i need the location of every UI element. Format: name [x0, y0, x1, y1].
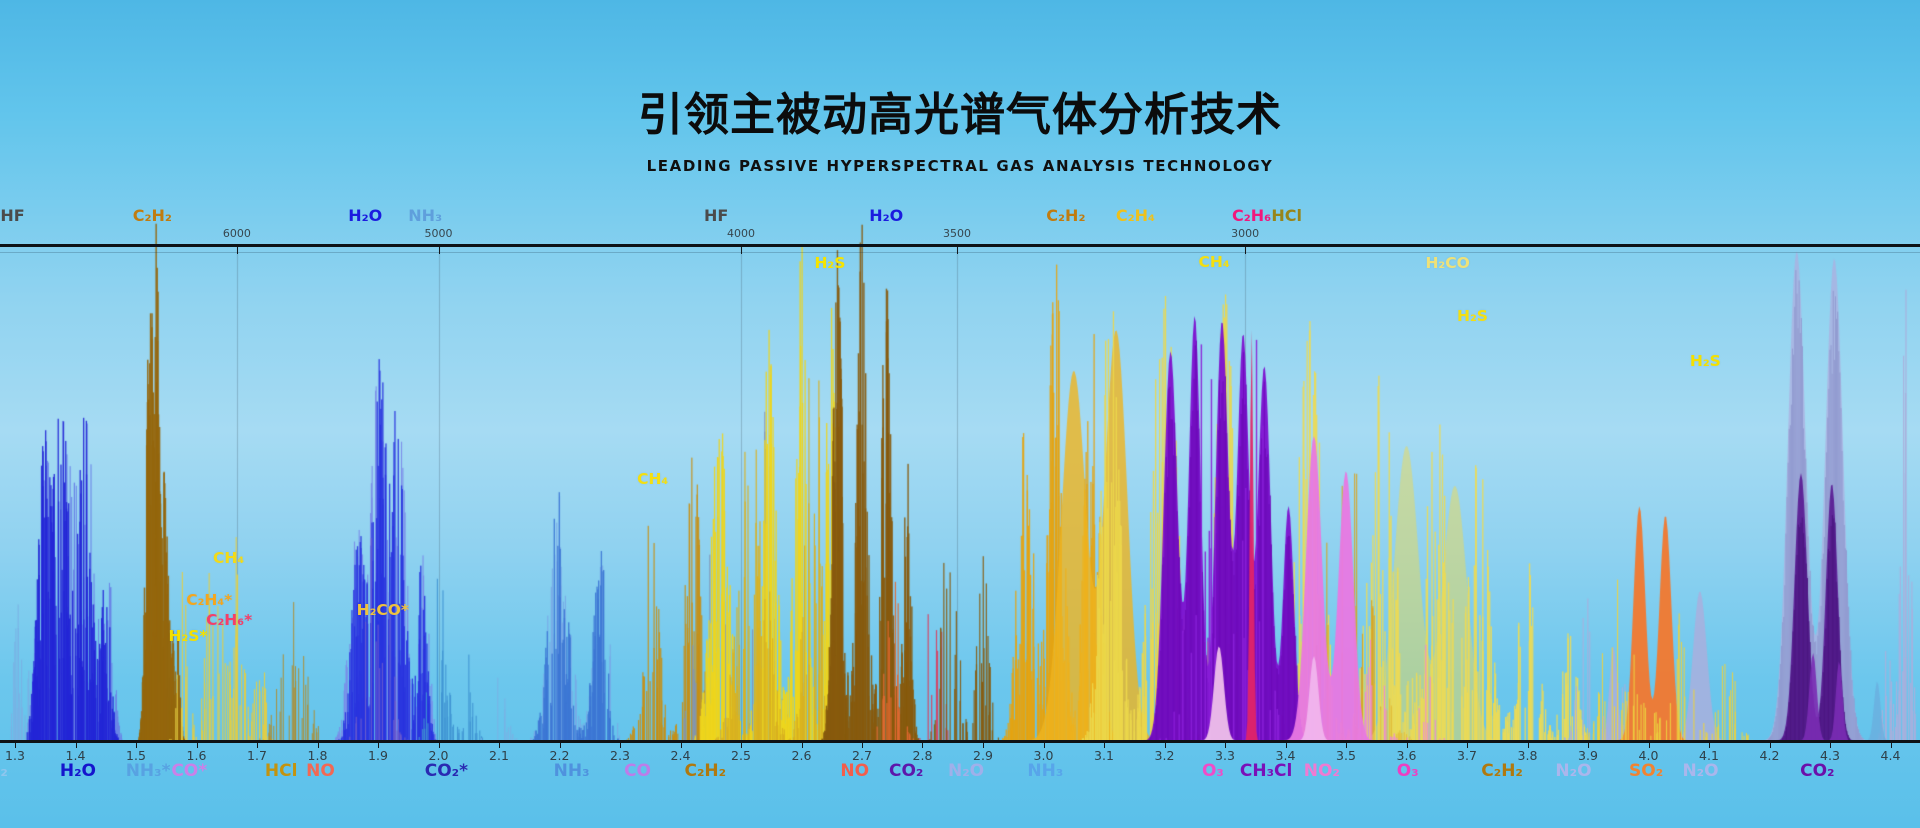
top-axis-line [0, 244, 1920, 247]
bottom-axis-line [0, 740, 1920, 743]
top-axis-hairline [0, 252, 1920, 253]
